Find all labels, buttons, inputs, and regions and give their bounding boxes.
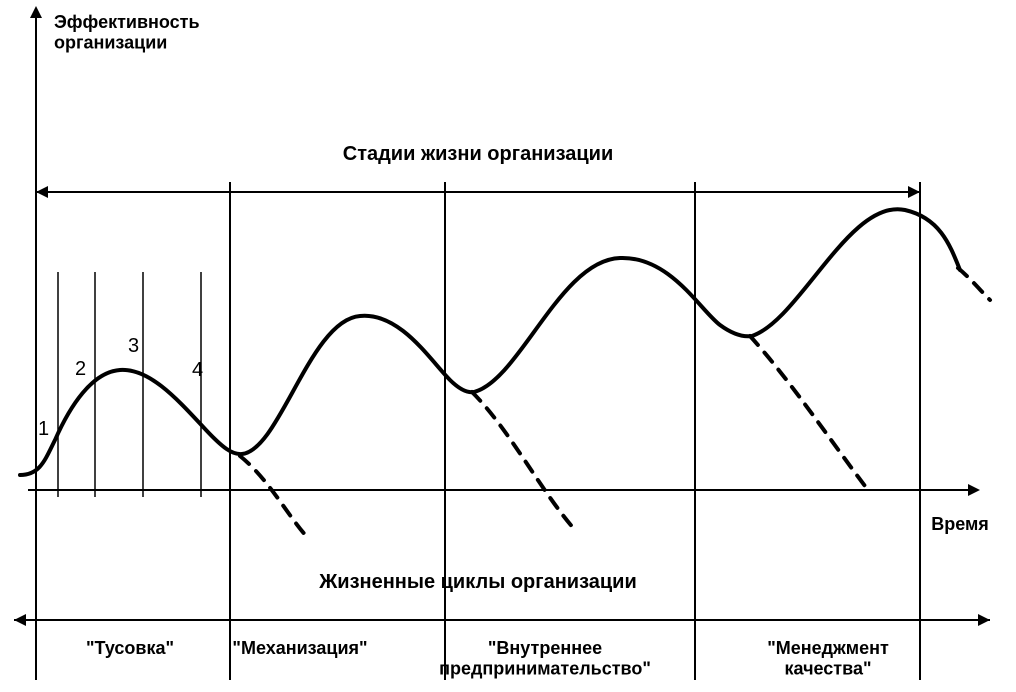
lifecycle-diagram: Эффективностьорганизации Время Стадии жизн… <box>0 0 1016 692</box>
stage-number: 3 <box>128 335 139 357</box>
lifecycles-title: Жизненные циклы организации <box>318 571 637 593</box>
lifecycles-bracket <box>14 614 990 626</box>
cycle-label: "Механизация" <box>232 638 367 658</box>
stage-number: 2 <box>75 358 86 380</box>
stages-bracket <box>36 186 920 198</box>
stage-number: 1 <box>38 418 49 440</box>
cycle-label: "Тусовка" <box>86 638 174 658</box>
cycle-label: "Внутреннеепредпринимательство" <box>439 638 651 679</box>
stage-number: 4 <box>192 359 203 381</box>
stages-title: Стадии жизни организации <box>343 143 614 165</box>
x-axis-label: Время <box>931 514 989 534</box>
y-axis-label: Эффективностьорганизации <box>54 12 200 53</box>
cycle-label: "Менеджменткачества" <box>767 638 889 679</box>
